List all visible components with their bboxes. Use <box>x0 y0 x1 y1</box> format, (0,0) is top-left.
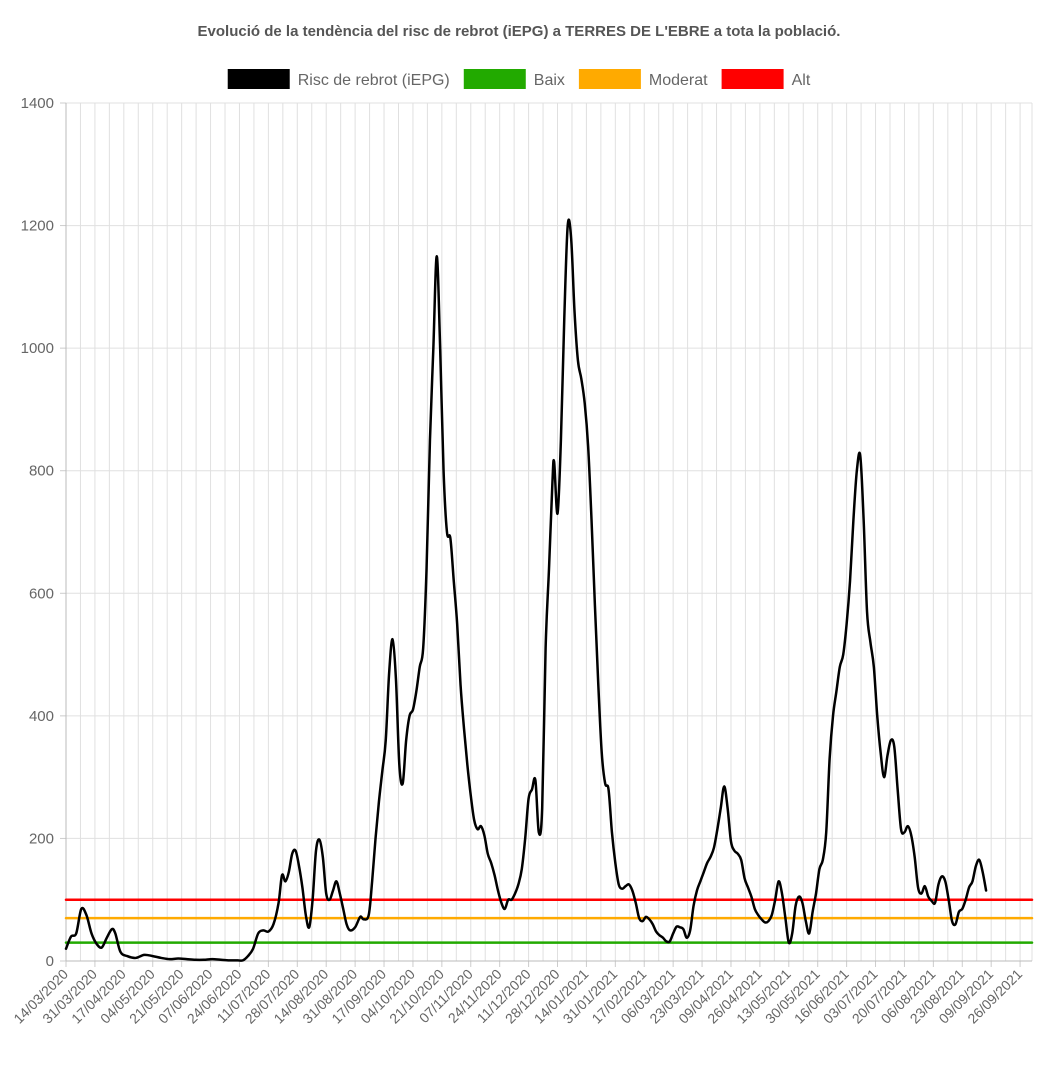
legend-swatch <box>721 69 784 89</box>
series-layer <box>64 218 1034 962</box>
y-axis: 0 200 400 600 800 1000 1200 1400 <box>21 95 67 970</box>
x-axis: 14/03/202031/03/202017/04/202004/05/2020… <box>10 960 1032 1027</box>
y-tick-label: 1200 <box>21 218 54 235</box>
legend-swatch <box>578 69 641 89</box>
legend: Risc de rebrot (iEPG) Baix Moderat Alt <box>227 69 811 89</box>
grid <box>65 102 1033 962</box>
legend-label: Baix <box>534 72 565 89</box>
legend-swatch <box>227 69 290 89</box>
legend-item: Moderat <box>578 69 708 89</box>
legend-item: Baix <box>463 69 565 89</box>
y-tick-label: 600 <box>29 585 54 602</box>
y-tick-label: 0 <box>46 953 54 970</box>
series-line-risc-de-rebrot-iepg <box>64 218 988 962</box>
y-tick-label: 1400 <box>21 95 54 112</box>
legend-item: Alt <box>721 69 811 89</box>
legend-label: Moderat <box>649 72 708 89</box>
y-tick-label: 200 <box>29 830 54 847</box>
y-tick-label: 400 <box>29 708 54 725</box>
chart-title: Evolució de la tendència del risc de reb… <box>198 23 841 40</box>
legend-label: Alt <box>792 72 811 89</box>
legend-swatch <box>463 69 526 89</box>
legend-item: Risc de rebrot (iEPG) <box>227 69 450 89</box>
y-tick-label: 1000 <box>21 340 54 357</box>
legend-label: Risc de rebrot (iEPG) <box>298 72 450 89</box>
y-tick-label: 800 <box>29 463 54 480</box>
